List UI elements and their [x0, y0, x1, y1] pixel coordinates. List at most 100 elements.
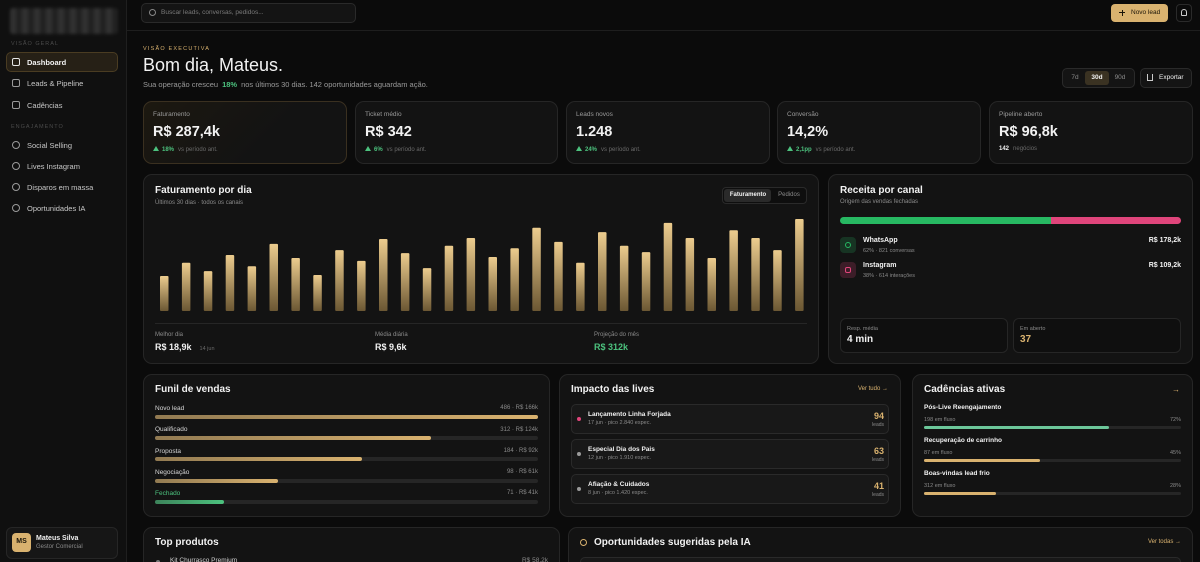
- kpi-footer: 18% vs período ant.: [153, 146, 218, 153]
- cadence-track: [924, 492, 1181, 495]
- kpi-footer: 6% vs período ant.: [365, 146, 426, 153]
- cadence-bar: [924, 492, 996, 495]
- kpi-note: vs período ant.: [815, 147, 856, 153]
- user-card[interactable]: [6, 527, 118, 559]
- bar: [641, 252, 651, 311]
- channel-name: Instagram: [863, 261, 897, 269]
- cadence-bar: [924, 459, 1040, 462]
- kpi-delta: 2,1pp: [796, 147, 812, 153]
- avatar-initials: MS: [16, 538, 27, 546]
- up-arrow: [576, 146, 582, 151]
- live-unit: leads: [872, 492, 884, 498]
- nav-icon: [12, 58, 20, 66]
- nav-icon: [12, 79, 20, 87]
- bar: [510, 248, 519, 311]
- bar: [357, 260, 366, 311]
- live-title: Afiação & Cuidados: [588, 481, 650, 489]
- bar: [422, 268, 432, 311]
- stat-label: Melhor dia: [155, 332, 184, 339]
- card-link[interactable]: Ver tudo →: [857, 386, 888, 393]
- stage-summary: 312 · R$ 124k: [500, 426, 538, 433]
- card-title: Cadências ativas: [924, 384, 1006, 395]
- stage-track: [155, 499, 538, 504]
- nav-label: Lives Instagram: [27, 161, 80, 171]
- kpi-card: [355, 101, 558, 164]
- stat-row: R$ 312k: [594, 342, 628, 352]
- bar: [707, 257, 716, 311]
- summary-highlight: 18%: [222, 80, 238, 89]
- bar: [466, 237, 476, 311]
- nav-icon: [12, 141, 20, 149]
- nav-label: Dashboard: [27, 57, 67, 67]
- mini-stat: [840, 318, 1008, 353]
- nav-label: Oportunidades IA: [27, 203, 86, 213]
- card-title: Receita por canal: [840, 185, 923, 196]
- nav-label: Disparos em massa: [27, 182, 94, 192]
- up-arrow: [153, 146, 159, 151]
- stat-value: R$ 18,9k: [155, 342, 192, 352]
- cadence-flow: 87 em fluxo: [924, 449, 953, 456]
- stage-name: Fechado: [155, 489, 181, 497]
- up-arrow: [787, 146, 793, 151]
- new-lead-button[interactable]: [1111, 4, 1168, 22]
- kpi-value: R$ 342: [365, 124, 412, 141]
- notification-button[interactable]: [1176, 4, 1192, 22]
- chart-title: Faturamento por dia: [155, 185, 252, 196]
- live-title: Especial Dia dos Pais: [588, 446, 655, 454]
- period-label: 30d: [1091, 74, 1103, 82]
- opportunity-item: [580, 557, 1181, 562]
- cadence-track: [924, 459, 1181, 462]
- search-icon: [149, 9, 156, 16]
- bar: [203, 271, 213, 311]
- tab-active[interactable]: [724, 189, 771, 202]
- period-option[interactable]: [1085, 71, 1109, 85]
- stat-note: 14 jun: [199, 346, 215, 352]
- stage-summary: 184 · R$ 92k: [503, 447, 538, 454]
- search-box[interactable]: [141, 3, 356, 23]
- live-item[interactable]: [571, 404, 889, 434]
- card-link[interactable]: →: [1172, 385, 1180, 395]
- stage-name: Qualificado: [155, 426, 188, 434]
- funnel-card: [143, 374, 550, 517]
- kpi-card: [777, 101, 981, 164]
- cadence-progress: 72%: [1169, 416, 1181, 423]
- bar: [773, 250, 782, 311]
- kpi-footer: 2,1pp vs período ant.: [787, 146, 855, 153]
- bar: [181, 262, 191, 311]
- mini-stat-value: 37: [1020, 334, 1032, 345]
- live-unit: leads: [872, 457, 884, 463]
- kpi-card: [143, 101, 347, 164]
- bar: [663, 222, 673, 311]
- cadence-bar: [924, 426, 1110, 429]
- card-link[interactable]: Ver todas →: [1147, 539, 1181, 546]
- mini-stat-value: 4 min: [847, 334, 874, 345]
- share-bar: [1051, 217, 1181, 224]
- channel-glyph: [845, 242, 851, 248]
- cadence-progress: 28%: [1169, 482, 1181, 489]
- kpi-value: R$ 96,8k: [999, 124, 1058, 141]
- channel-glyph: [845, 267, 851, 273]
- stage-bar: [155, 457, 362, 462]
- export-button[interactable]: [1140, 68, 1192, 88]
- search-placeholder: Buscar leads, conversas, pedidos...: [161, 9, 264, 17]
- stage-summary: 98 · R$ 61k: [506, 469, 538, 475]
- bar: [291, 257, 300, 311]
- kpi-value: R$ 287,4k: [153, 124, 220, 141]
- nav-item[interactable]: [6, 52, 118, 72]
- bar: [247, 266, 257, 311]
- kpi-card: [989, 101, 1193, 164]
- nav-label: Social Selling: [27, 140, 73, 150]
- live-detail: 17 jun · pico 2.840 espec.: [588, 419, 651, 426]
- live-item[interactable]: [571, 474, 889, 504]
- topbar-divider: [127, 30, 1200, 31]
- stage-bar: [155, 478, 278, 483]
- live-item[interactable]: [571, 439, 889, 469]
- period-label: 90d: [1114, 74, 1126, 82]
- chart-subtitle: Últimos 30 dias · todos os canais: [155, 200, 244, 207]
- live-dot: [577, 487, 581, 491]
- product-revenue: R$ 58,2k: [521, 557, 548, 562]
- kpi-label: Conversão: [787, 111, 819, 119]
- stat-value: R$ 312k: [594, 342, 629, 352]
- kpi-footer: 24% vs período ant.: [576, 146, 641, 153]
